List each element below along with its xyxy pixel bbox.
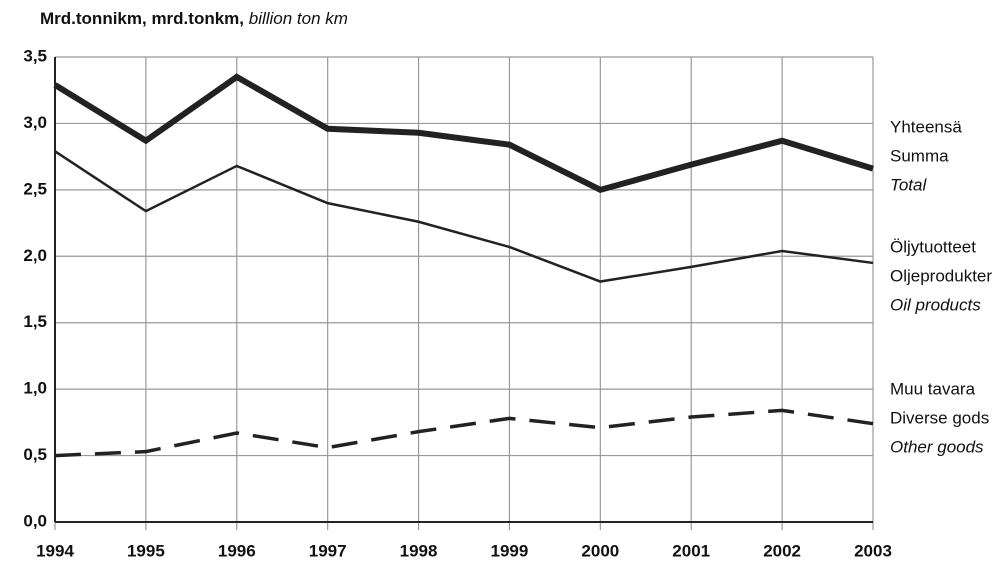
x-tick-label: 1995: [127, 541, 165, 560]
title-main: Mrd.tonnikm, mrd.tonkm,: [40, 9, 244, 28]
y-tick-label: 1,5: [23, 312, 47, 331]
legend-label: Muu tavara: [890, 379, 976, 398]
legend-label: Yhteensä: [890, 117, 962, 136]
y-tick-label: 2,5: [23, 179, 47, 198]
legend-label: Oil products: [890, 295, 981, 314]
legend-label: Total: [890, 175, 927, 194]
series-line: [54, 150, 874, 283]
y-tick-label: 3,0: [23, 113, 47, 132]
y-tick-label: 0,0: [23, 511, 47, 530]
y-tick-label: 1,0: [23, 379, 47, 398]
series-line: [53, 73, 874, 194]
y-tick-label: 2,0: [23, 246, 47, 265]
x-tick-label: 1999: [491, 541, 529, 560]
x-tick-label: 1997: [309, 541, 347, 560]
legend-label: Other goods: [890, 437, 984, 456]
x-tick-label: 1996: [218, 541, 256, 560]
x-tick-label: 2003: [854, 541, 892, 560]
y-tick-label: 0,5: [23, 445, 47, 464]
legend-label: Öljytuotteet: [890, 237, 976, 256]
x-tick-label: 2001: [672, 541, 710, 560]
x-tick-label: 1998: [400, 541, 438, 560]
chart-title: Mrd.tonnikm, mrd.tonkm, billion ton km: [40, 9, 348, 28]
series-line: [54, 408, 874, 458]
legend-label: Summa: [890, 146, 949, 165]
legend-label: Diverse gods: [890, 408, 989, 427]
x-tick-label: 2002: [763, 541, 801, 560]
x-tick-label: 2000: [581, 541, 619, 560]
y-tick-label: 3,5: [23, 46, 47, 65]
title-italic: billion ton km: [249, 9, 348, 28]
x-tick-label: 1994: [36, 541, 74, 560]
legend-label: Oljeprodukter: [890, 266, 992, 285]
